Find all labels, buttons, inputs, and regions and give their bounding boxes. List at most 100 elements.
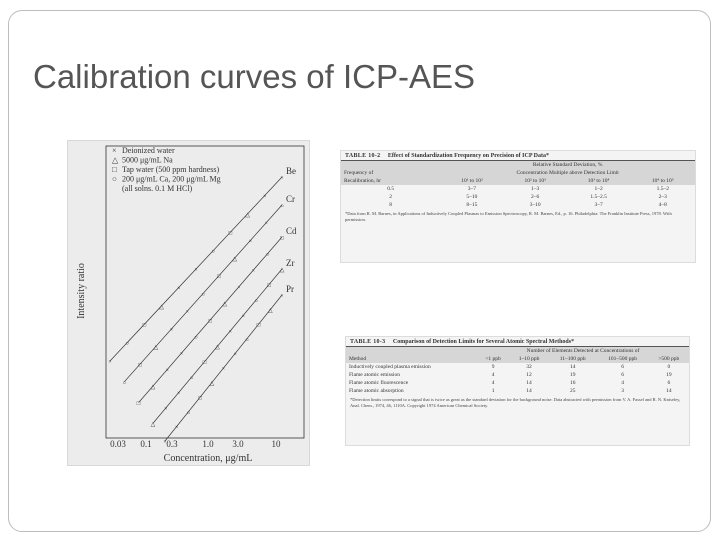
table-cell: 3–10 [529, 202, 541, 208]
data-point: △ [245, 212, 250, 218]
table-cell: 14 [569, 364, 576, 370]
data-point: × [234, 352, 237, 358]
table-cell: 1 [491, 388, 495, 394]
data-point: △ [154, 345, 159, 351]
legend-marker: △ [112, 156, 119, 165]
table-cell: 6 [667, 380, 671, 386]
data-point: □ [198, 396, 202, 402]
legend-marker: □ [112, 165, 117, 174]
table-cell: 19 [569, 372, 576, 378]
table-cell: 14 [526, 380, 532, 386]
table-title: Effect of Standardization Frequency on P… [387, 153, 550, 159]
table-cell: 1–3 [530, 186, 540, 192]
column-header: 101–500 ppb [608, 356, 638, 362]
table-cell: Flame atomic fluorescence [349, 380, 409, 386]
data-point: × [194, 268, 197, 274]
data-point: ○ [125, 341, 129, 347]
x-tick-label: 1.0 [202, 439, 214, 449]
series-label: Be [286, 166, 296, 176]
data-point: × [166, 368, 169, 374]
table-cell: 5–10 [466, 194, 478, 200]
chart-series: × ○ □ △ × × ○ □ △ × × ○ □ △ × × ○ □ △ × × ○ □ △ × × ○ □ △ × × ○ □ △ × × ○ □ △ ×… [108, 176, 284, 446]
data-point: △ [215, 345, 220, 351]
table-cell: 12 [526, 372, 532, 378]
data-point: ○ [266, 252, 270, 258]
header-cell [346, 346, 478, 355]
header-cell [341, 160, 441, 169]
table-footnote: *Data from R. M. Barnes, in Applications… [345, 211, 672, 222]
table-cell: 1.5–2 [656, 186, 669, 192]
table-row: 2 5–10 2–6 1.5–2.5 2–3 [341, 193, 695, 201]
data-point: × [252, 269, 255, 275]
group-header: Relative Standard Deviation, % [440, 160, 695, 169]
data-point: □ [217, 274, 221, 280]
table-cell: 3 [621, 388, 624, 394]
data-point: □ [138, 363, 142, 369]
data-point: × [164, 406, 167, 412]
table-cell: 2–3 [658, 194, 667, 200]
legend-marker: × [112, 146, 117, 155]
table-cell: Inductively coupled plasma emission [349, 364, 431, 370]
table-caption: TABLE 10-2 Effect of Standardization Fre… [341, 151, 695, 160]
legend-entry: (all solns. 0.1 M HCl) [122, 184, 193, 193]
x-tick-label: 10 [272, 439, 282, 449]
table-label: TABLE 10-2 [345, 153, 381, 159]
table-cell: Flame atomic emission [349, 372, 401, 378]
data-point: × [263, 194, 266, 200]
row-header: Frequency of [344, 170, 374, 176]
data-point: △ [159, 304, 164, 310]
row-header: Recalibration, hr [344, 178, 381, 184]
data-point: × [280, 294, 283, 300]
table-cell: 2–6 [530, 194, 540, 200]
calibration-line [124, 204, 283, 383]
table-cell: 1–2 [594, 186, 603, 192]
data-point: × [163, 440, 166, 446]
calibration-line [164, 294, 283, 442]
table-row: 0.5 3–7 1–3 1–2 1.5–2 [341, 185, 695, 193]
series-label: Cr [286, 194, 295, 204]
y-axis-label: Intensity ratio [76, 263, 87, 319]
table-cell: 4 [491, 372, 495, 378]
data-point: △ [209, 381, 214, 387]
legend-entry: 200 μg/mL Ca, 200 μg/mL Mg [122, 175, 221, 184]
calibration-line [138, 236, 283, 403]
data-point: × [186, 310, 189, 316]
data-point: ○ [122, 380, 126, 386]
table-cell: 4 [621, 380, 624, 386]
data-point: × [170, 327, 173, 333]
table-10-3: TABLE 10-3 Comparison of Detection Limit… [345, 336, 690, 446]
data-point: □ [267, 283, 271, 289]
table-footnote: *Detection limits correspond to a signal… [350, 397, 681, 408]
column-header: 10² to 10³ [524, 178, 546, 184]
data-table: Number of Elements Detected at Concentra… [346, 346, 689, 395]
data-point: ○ [245, 337, 249, 343]
data-point: △ [268, 308, 273, 314]
plot-frame [105, 145, 305, 439]
table-cell: 0.5 [387, 186, 395, 192]
data-point: × [222, 367, 225, 373]
column-header: 11–100 ppb [559, 356, 586, 362]
data-point: □ [143, 323, 147, 329]
table-cell: 8 [389, 202, 393, 208]
chart-legend: × Deionized water△ 5000 μg/mL Na □ Tap water… [112, 146, 221, 193]
table-cell: 4 [491, 380, 495, 386]
table-row: 8 8–15 3–10 3–7 4–8 [341, 201, 695, 209]
series-labels: Be Cr Cd Zr Pr [286, 166, 297, 294]
data-point: ○ [280, 204, 284, 210]
table-cell: 32 [526, 364, 532, 370]
calibration-line [152, 268, 283, 424]
series-label: Zr [286, 258, 295, 268]
data-point: × [175, 425, 178, 431]
table-cell: 6 [621, 372, 624, 378]
table-cell: 14 [526, 388, 532, 394]
data-point: □ [280, 236, 284, 242]
data-point: × [249, 239, 252, 245]
data-point: □ [203, 360, 207, 366]
table-cell: 2 [389, 194, 393, 200]
data-point: ○ [211, 249, 215, 255]
table-cell: 14 [666, 388, 672, 394]
data-point: ○ [190, 376, 194, 382]
data-point: □ [257, 323, 261, 329]
data-point: □ [208, 318, 212, 324]
column-header: 1–10 ppb [518, 356, 540, 362]
